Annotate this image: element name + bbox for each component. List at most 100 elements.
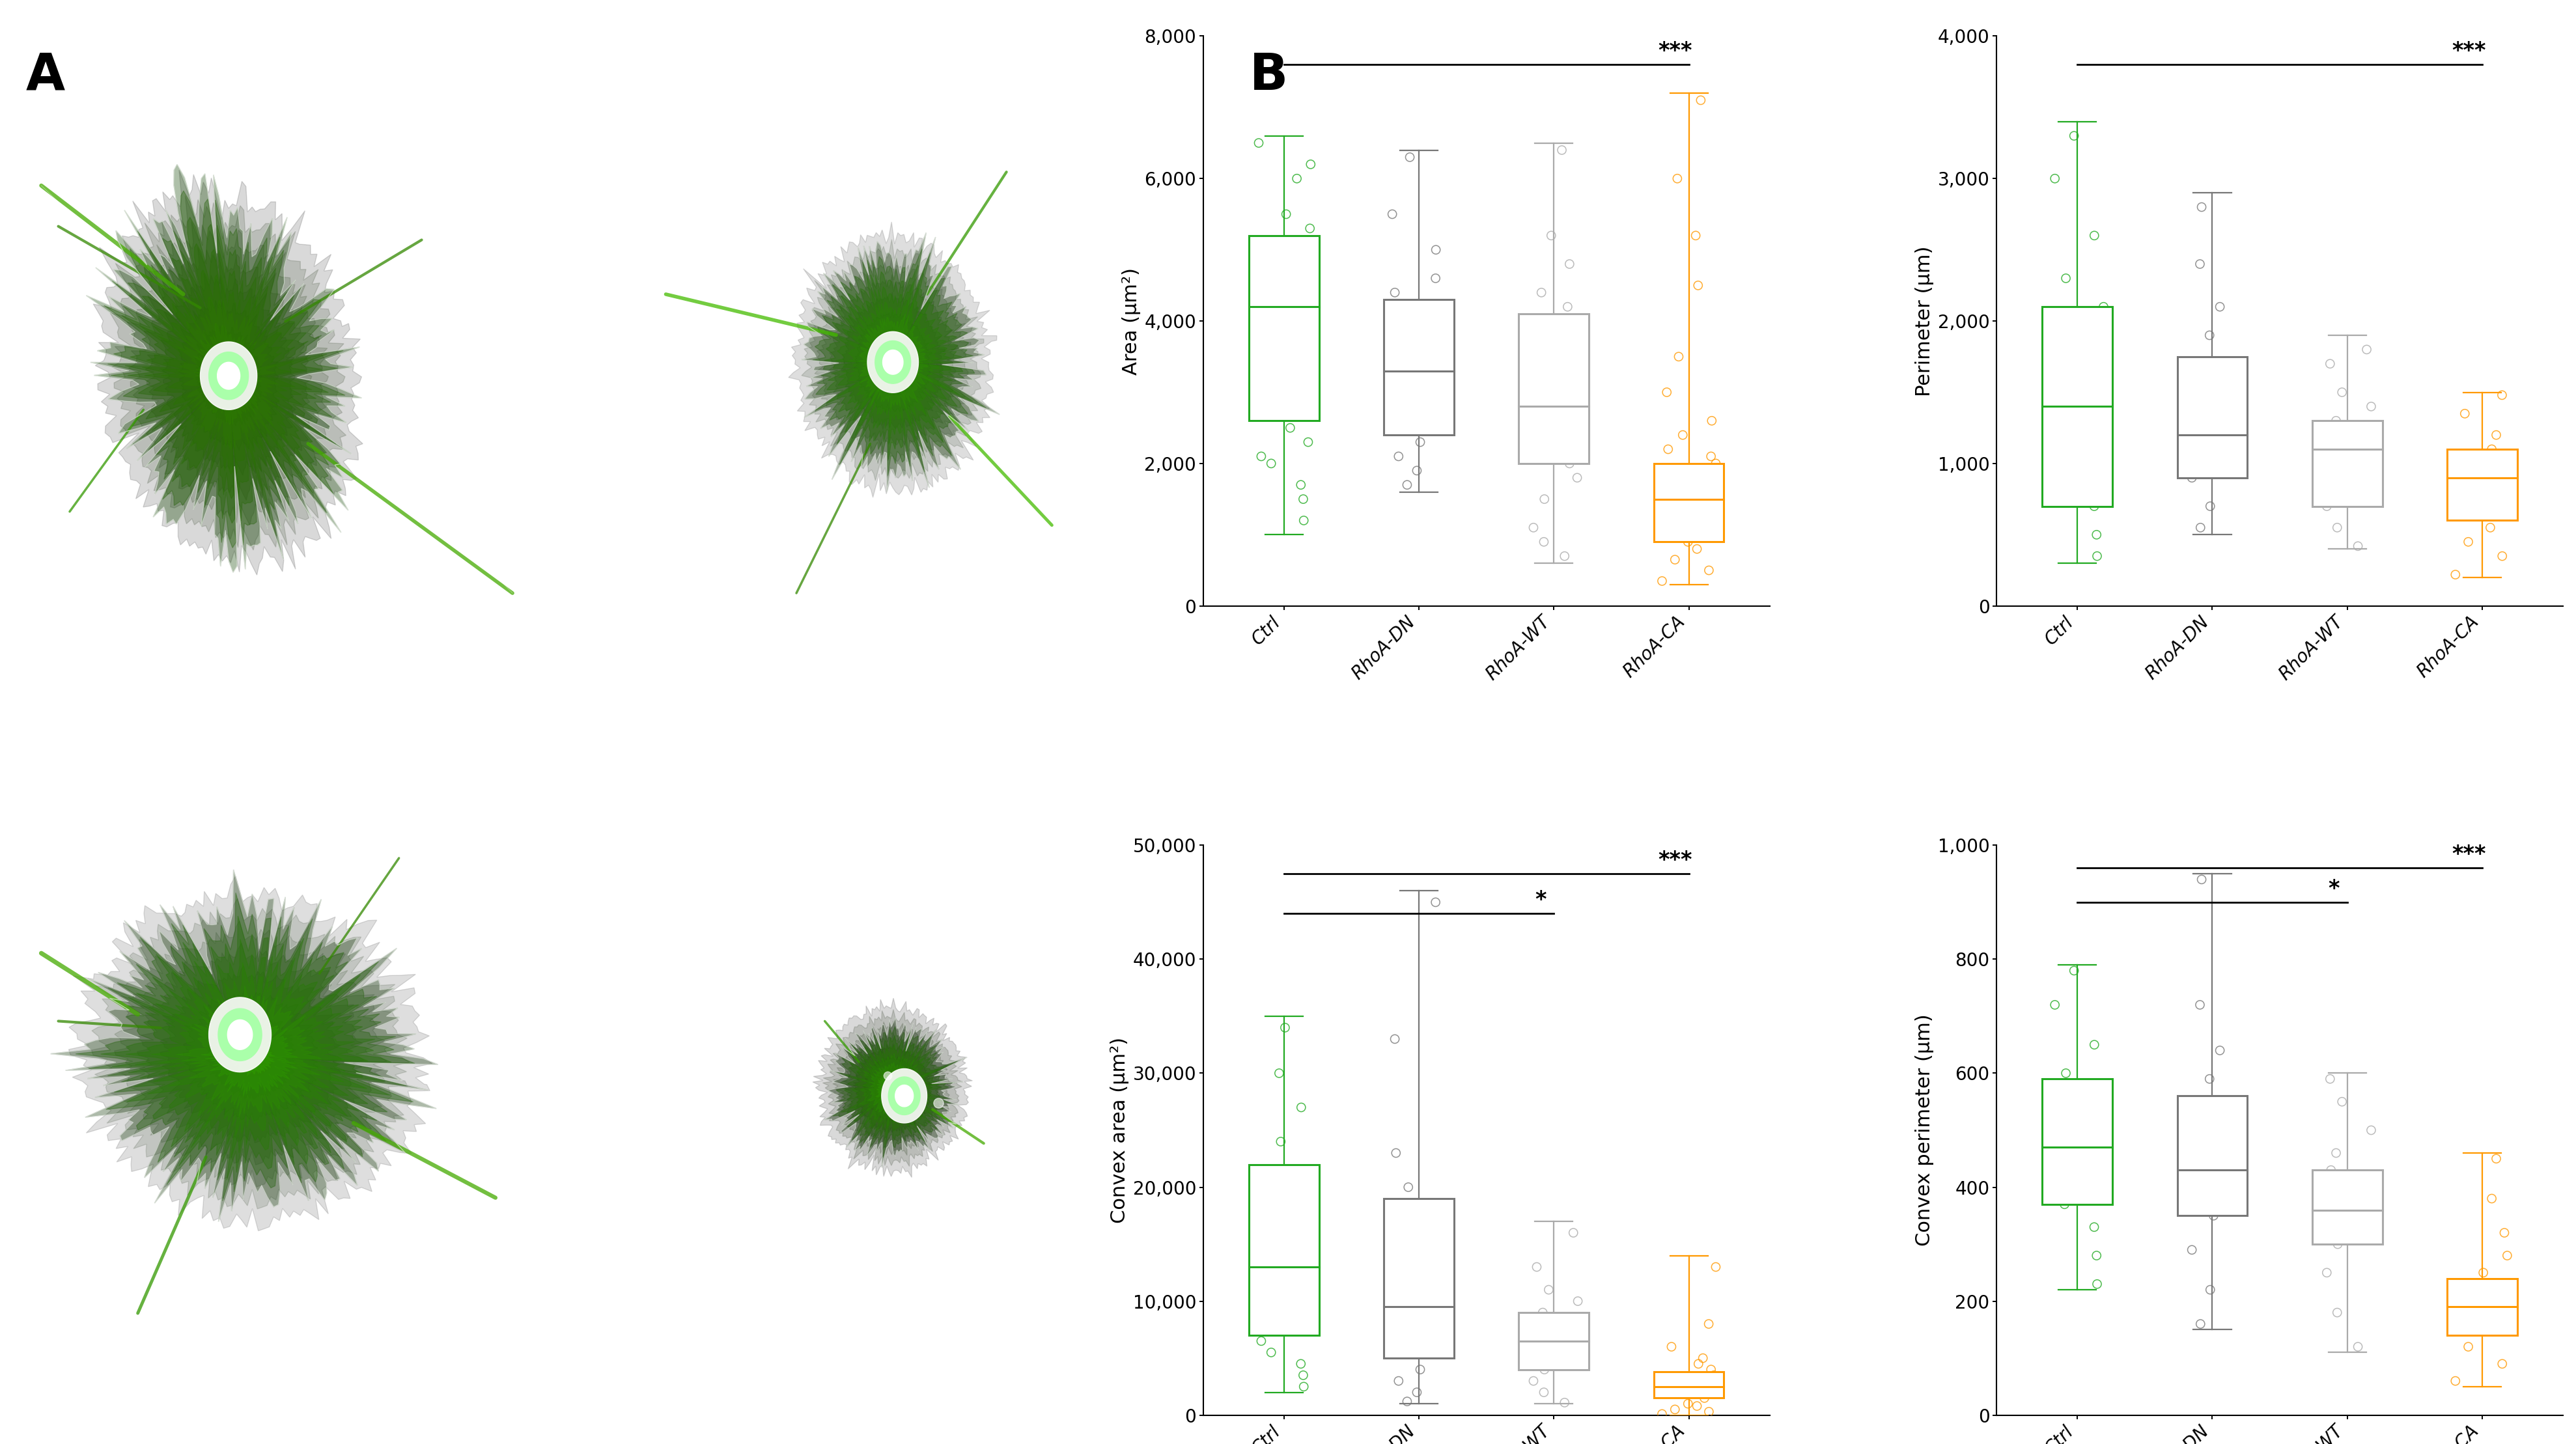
Text: RhoA-CA: RhoA-CA: [621, 797, 698, 816]
Point: [2306, 1261, 2347, 1284]
Polygon shape: [126, 221, 330, 526]
Polygon shape: [876, 1071, 912, 1109]
Point: [1280, 323, 1321, 347]
Point: [1685, 523, 1726, 546]
Point: [1692, 1363, 1734, 1386]
Point: [2483, 1222, 2524, 1245]
FancyBboxPatch shape: [1654, 464, 1723, 542]
Point: [1285, 388, 1327, 412]
Point: [1409, 1266, 1450, 1289]
Point: [1687, 459, 1728, 482]
Point: [2190, 495, 2231, 518]
Point: [1236, 1278, 1278, 1301]
Point: [1556, 1347, 1597, 1370]
Polygon shape: [840, 292, 945, 430]
Point: [2463, 1261, 2504, 1284]
Point: [1677, 537, 1718, 560]
Polygon shape: [52, 869, 438, 1222]
Point: [1690, 445, 1731, 468]
Point: [2470, 516, 2512, 539]
Polygon shape: [853, 1044, 933, 1134]
Point: [1522, 530, 1564, 553]
Polygon shape: [139, 244, 312, 498]
Polygon shape: [835, 282, 961, 443]
Polygon shape: [814, 257, 971, 464]
Point: [2076, 1272, 2117, 1295]
Polygon shape: [152, 962, 345, 1138]
Point: [2300, 1175, 2342, 1199]
Polygon shape: [103, 191, 345, 547]
Polygon shape: [832, 1021, 953, 1155]
Point: [2053, 959, 2094, 982]
Point: [2478, 1295, 2519, 1318]
FancyBboxPatch shape: [1654, 1372, 1723, 1398]
Point: [2076, 523, 2117, 546]
Point: [2336, 1336, 2378, 1359]
Polygon shape: [824, 266, 974, 459]
Point: [1249, 452, 1291, 475]
Polygon shape: [801, 240, 984, 481]
Point: [1690, 1375, 1731, 1398]
Polygon shape: [842, 1032, 943, 1144]
Text: ***: ***: [2452, 40, 2486, 62]
Point: [1522, 409, 1564, 432]
Point: [1376, 295, 1417, 318]
Point: [1283, 1363, 1324, 1386]
Point: [2316, 1301, 2357, 1324]
FancyBboxPatch shape: [1249, 235, 1319, 420]
Point: [1388, 1175, 1430, 1199]
Point: [1270, 416, 1311, 439]
Point: [1517, 367, 1558, 390]
Point: [1540, 139, 1582, 162]
Polygon shape: [126, 939, 368, 1160]
FancyBboxPatch shape: [2447, 1278, 2517, 1336]
Text: ***: ***: [2452, 843, 2486, 865]
Point: [1396, 352, 1437, 375]
Point: [2172, 466, 2213, 490]
Polygon shape: [93, 170, 363, 575]
Point: [1682, 1347, 1723, 1370]
Point: [2306, 495, 2347, 518]
Point: [2478, 488, 2519, 511]
Point: [1690, 488, 1731, 511]
Point: [2336, 534, 2378, 557]
Point: [1556, 466, 1597, 490]
Point: [1528, 1278, 1569, 1301]
Polygon shape: [227, 1019, 252, 1050]
Point: [2347, 338, 2388, 361]
Text: RhoA-WT: RhoA-WT: [36, 797, 118, 816]
Point: [1376, 388, 1417, 412]
FancyBboxPatch shape: [1249, 1164, 1319, 1336]
Point: [1690, 516, 1731, 539]
Point: [1386, 323, 1427, 347]
Point: [866, 1064, 907, 1087]
Point: [2182, 868, 2223, 891]
Polygon shape: [175, 296, 278, 449]
Polygon shape: [876, 341, 912, 384]
Point: [1242, 1330, 1283, 1353]
Point: [1373, 1028, 1414, 1051]
Point: [2035, 1175, 2076, 1199]
Point: [2192, 452, 2233, 475]
Text: A: A: [26, 51, 64, 100]
Polygon shape: [100, 915, 392, 1180]
Polygon shape: [896, 1084, 914, 1106]
Point: [2063, 1141, 2105, 1164]
Polygon shape: [137, 943, 363, 1165]
Polygon shape: [183, 988, 319, 1121]
Point: [1378, 1369, 1419, 1392]
Polygon shape: [229, 1032, 273, 1077]
Point: [1373, 282, 1414, 305]
Point: [2349, 1119, 2391, 1142]
Point: [1242, 1164, 1283, 1187]
Polygon shape: [144, 247, 312, 500]
Point: [1388, 146, 1430, 169]
Point: [1265, 202, 1306, 225]
Point: [2045, 1061, 2087, 1084]
Text: Ctrl: Ctrl: [36, 97, 67, 116]
Polygon shape: [863, 1056, 922, 1122]
Point: [2190, 323, 2231, 347]
Point: [1677, 481, 1718, 504]
Polygon shape: [822, 1009, 963, 1167]
Polygon shape: [824, 1018, 966, 1168]
